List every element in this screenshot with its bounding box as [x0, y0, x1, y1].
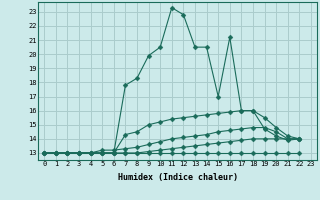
- X-axis label: Humidex (Indice chaleur): Humidex (Indice chaleur): [118, 173, 238, 182]
